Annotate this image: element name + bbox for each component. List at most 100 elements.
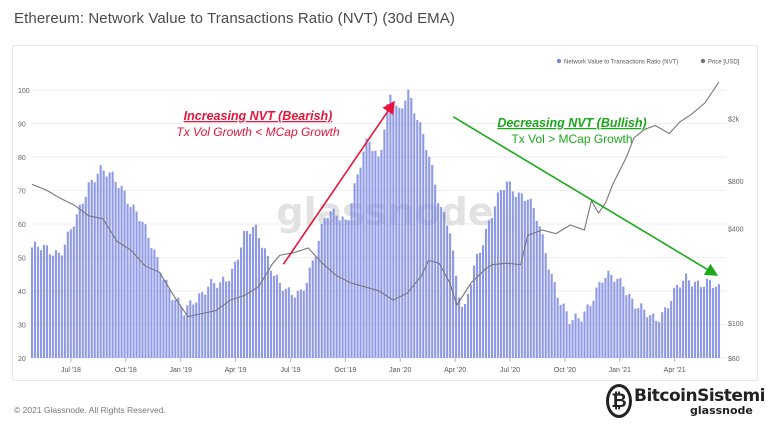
nvt-bar	[147, 237, 150, 358]
nvt-bar	[126, 203, 129, 358]
nvt-bar	[380, 149, 383, 358]
nvt-bar	[368, 141, 371, 358]
nvt-bar	[48, 254, 51, 358]
nvt-bar	[440, 207, 443, 358]
nvt-bar	[204, 294, 207, 358]
nvt-bar	[278, 283, 281, 358]
nvt-bar	[478, 252, 482, 358]
nvt-bar	[245, 231, 249, 358]
nvt-bar	[643, 309, 646, 358]
nvt-bar	[299, 289, 302, 358]
nvt-bar	[607, 270, 610, 358]
nvt-bar	[646, 317, 649, 358]
nvt-bar	[592, 300, 595, 358]
nvt-bar	[425, 149, 428, 358]
nvt-bar	[487, 220, 491, 358]
nvt-bar	[583, 311, 586, 358]
bullish-annotation-subtitle: Tx Vol > MCap Growth	[511, 132, 632, 146]
nvt-bar	[63, 244, 66, 358]
y-left-tick-label: 60	[18, 222, 26, 229]
nvt-bar	[475, 253, 479, 358]
nvt-bar	[395, 105, 398, 358]
nvt-bar	[317, 240, 320, 358]
nvt-bar	[72, 226, 75, 358]
nvt-bar	[269, 270, 272, 358]
nvt-bar	[676, 284, 679, 358]
nvt-bar	[679, 287, 682, 358]
nvt-bar	[619, 278, 622, 358]
brand-sub: glassnode	[690, 404, 753, 417]
nvt-bar	[640, 303, 643, 358]
nvt-bar	[320, 223, 323, 358]
y-left-tick-label: 90	[18, 122, 26, 129]
nvt-bar	[658, 321, 661, 358]
nvt-bar	[437, 203, 440, 358]
nvt-bar	[535, 220, 538, 358]
brand-name: BitcoinSistemi	[634, 386, 765, 406]
nvt-bar	[30, 247, 34, 358]
nvt-bar	[153, 249, 156, 358]
nvt-bar	[323, 218, 326, 358]
nvt-bar	[484, 228, 488, 358]
nvt-bar	[54, 250, 57, 358]
nvt-bar	[670, 300, 673, 358]
nvt-bar	[234, 261, 237, 358]
nvt-bar	[99, 165, 102, 358]
nvt-bar	[458, 297, 461, 358]
nvt-bar	[308, 267, 311, 358]
nvt-bar	[538, 226, 541, 358]
nvt-bar	[711, 287, 715, 358]
x-tick-label: Oct '18	[115, 367, 137, 374]
nvt-bar	[461, 306, 464, 358]
nvt-bar	[392, 104, 395, 358]
nvt-bar	[78, 204, 81, 358]
nvt-bar	[36, 246, 40, 358]
nvt-bar	[696, 280, 700, 358]
brand-logo: ₿ BitcoinSistemi glassnode	[606, 384, 765, 426]
nvt-bar	[144, 224, 147, 358]
nvt-bar	[186, 305, 189, 358]
nvt-bar	[335, 215, 338, 358]
nvt-bar	[682, 280, 685, 358]
y-right-tick-label: $2k	[728, 116, 740, 123]
nvt-bar	[541, 234, 544, 358]
nvt-bar	[374, 150, 377, 358]
nvt-bar	[622, 286, 625, 358]
nvt-bar	[225, 281, 228, 358]
x-tick-label: Jan '20	[389, 367, 411, 374]
nvt-bar	[114, 181, 117, 358]
y-left-tick-label: 40	[18, 289, 26, 296]
nvt-bar	[287, 287, 290, 358]
nvt-bar	[455, 275, 458, 358]
nvt-bar	[332, 208, 335, 358]
nvt-bar	[260, 247, 264, 358]
nvt-bar	[219, 282, 222, 358]
nvt-bar	[237, 259, 240, 358]
nvt-bar	[383, 129, 386, 358]
nvt-bar	[577, 318, 580, 358]
nvt-bar	[529, 198, 532, 358]
nvt-bar	[717, 284, 720, 358]
nvt-bar	[449, 233, 452, 358]
nvt-bar	[625, 295, 628, 358]
nvt-bar	[45, 245, 48, 358]
nvt-bar	[263, 248, 267, 358]
nvt-bar	[419, 122, 422, 359]
nvt-bar	[377, 156, 380, 358]
nvt-bar	[556, 297, 559, 358]
x-tick-label: Jul '19	[280, 367, 300, 374]
nvt-bar	[257, 237, 261, 358]
nvt-bar	[272, 275, 275, 358]
nvt-bar	[496, 192, 499, 358]
nvt-bar	[481, 245, 485, 358]
nvt-bar	[33, 241, 37, 358]
nvt-bar	[685, 273, 688, 358]
nvt-bar	[135, 211, 138, 358]
nvt-bar	[661, 312, 664, 358]
nvt-bar	[428, 156, 431, 358]
nvt-bar	[664, 307, 667, 358]
nvt-bar	[213, 283, 216, 358]
nvt-bar	[667, 308, 670, 358]
nvt-bar	[284, 288, 287, 358]
nvt-bar	[708, 280, 712, 358]
